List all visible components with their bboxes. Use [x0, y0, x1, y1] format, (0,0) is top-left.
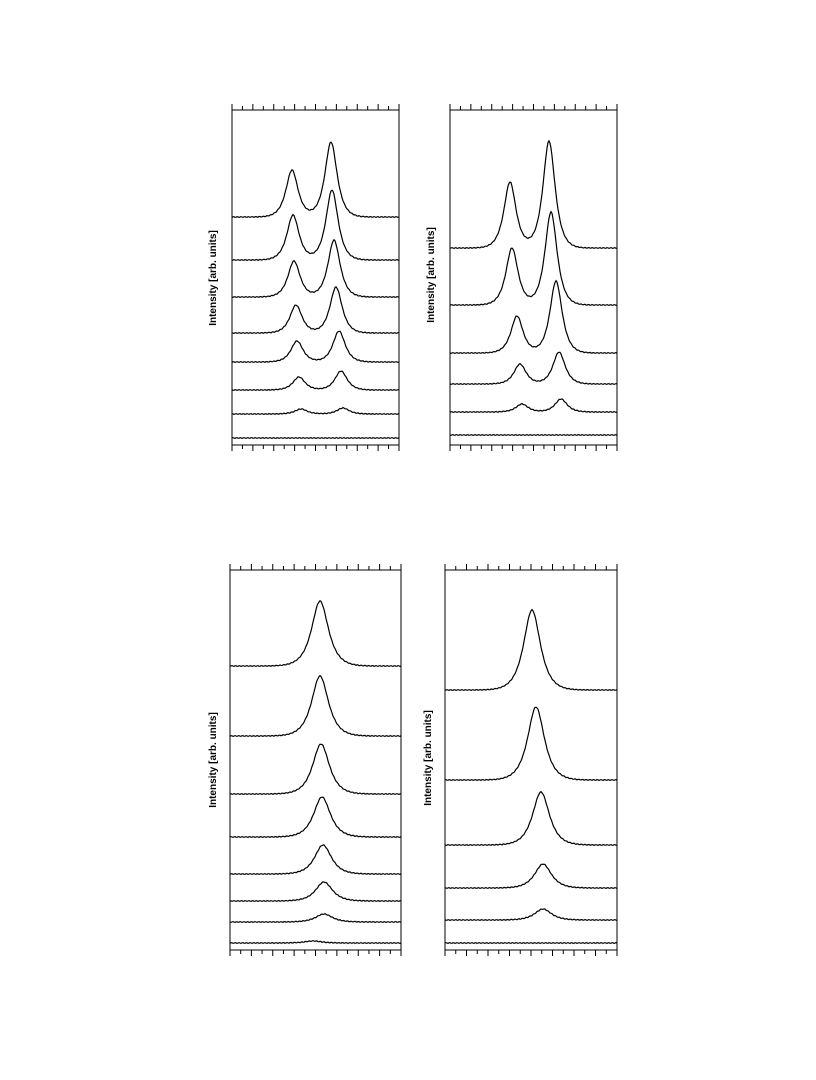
spectrum [231, 436, 400, 440]
plot-frame [231, 109, 400, 446]
spectrum [229, 913, 402, 924]
plot-frame [444, 569, 618, 951]
spectrum [229, 796, 402, 839]
spectrum [449, 351, 618, 386]
spectrum [231, 238, 400, 299]
spectrum [231, 141, 400, 219]
spectrum [449, 433, 618, 437]
spectrum [229, 743, 402, 796]
spectrum [444, 706, 618, 782]
spectrum [229, 881, 402, 903]
plot-frame [229, 569, 402, 951]
spectrum [229, 939, 402, 945]
spectrum [229, 844, 402, 876]
spectrum [231, 370, 400, 392]
spectrum [231, 330, 400, 364]
spectrum [449, 398, 618, 414]
y-axis-label: Intensity [arb. units] [426, 227, 437, 323]
spectrum [444, 608, 618, 692]
spectrum [444, 941, 618, 945]
spectrum [229, 600, 402, 668]
spectrum [231, 189, 400, 262]
spectrum [444, 790, 618, 847]
spectrum [449, 279, 618, 355]
y-axis-label: Intensity [arb. units] [423, 710, 434, 806]
spectrum [231, 285, 400, 335]
spectrum [229, 674, 402, 738]
plot-frame [449, 109, 618, 446]
spectrum [449, 139, 618, 250]
spectrum [444, 908, 618, 922]
spectrum [444, 863, 618, 890]
y-axis-label: Intensity [arb. units] [208, 230, 219, 326]
spectrum [449, 210, 618, 307]
y-axis-label: Intensity [arb. units] [208, 712, 219, 808]
spectrum [231, 406, 400, 416]
